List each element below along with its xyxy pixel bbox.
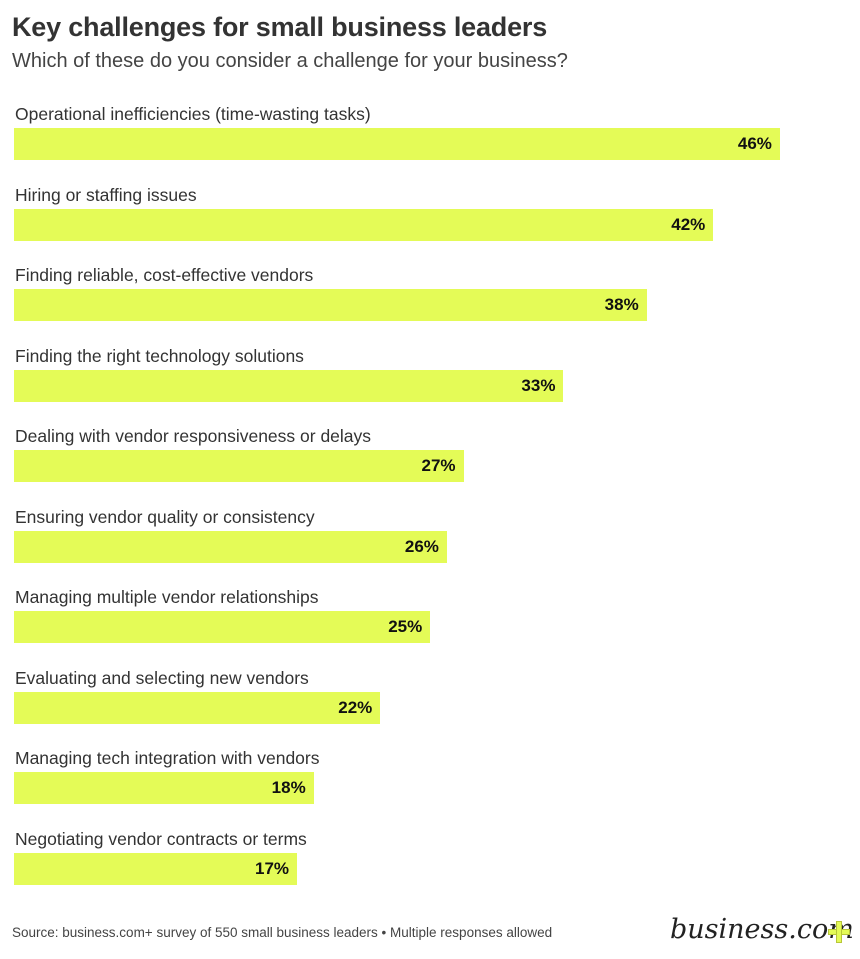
category-label: Finding reliable, cost-effective vendors: [15, 265, 314, 285]
bar-row: Finding reliable, cost-effective vendors…: [14, 265, 854, 346]
category-label: Managing tech integration with vendors: [15, 748, 320, 768]
bar-chart: Operational inefficiencies (time-wasting…: [14, 104, 854, 909]
bar-row: Evaluating and selecting new vendors 22%: [14, 668, 854, 749]
bar-row: Managing multiple vendor relationships 25…: [14, 587, 854, 668]
category-label: Evaluating and selecting new vendors: [15, 667, 309, 688]
value-label: 25%: [388, 617, 423, 636]
bar: 25%: [14, 611, 431, 643]
bar: 22%: [14, 691, 381, 724]
bar-row: Negotiating vendor contracts or terms 17%: [14, 829, 854, 910]
value-label: 17%: [255, 858, 290, 878]
bar-row: Dealing with vendor responsiveness or de…: [14, 426, 854, 507]
bar-row: Managing tech integration with vendors 18…: [14, 748, 854, 829]
chart-title: Key challenges for small business leader…: [12, 12, 548, 42]
bar-row: Operational inefficiencies (time-wasting…: [14, 104, 854, 185]
bar: 18%: [14, 772, 314, 804]
bar: 38%: [14, 289, 647, 321]
category-label: Managing multiple vendor relationships: [15, 587, 319, 607]
bar: 17%: [14, 852, 298, 885]
bar: 42%: [14, 208, 714, 241]
category-label: Hiring or staffing issues: [15, 184, 197, 205]
value-label: 46%: [737, 134, 772, 153]
bar: 46%: [14, 128, 780, 160]
category-label: Dealing with vendor responsiveness or de…: [15, 426, 372, 446]
category-label: Negotiating vendor contracts or terms: [15, 828, 307, 849]
chart-subtitle: Which of these do you consider a challen…: [12, 50, 568, 72]
value-label: 26%: [404, 536, 439, 556]
brand-logo: business.com: [670, 914, 854, 945]
value-label: 22%: [338, 697, 373, 717]
value-label: 27%: [421, 456, 456, 475]
source-note: Source: business.com+ survey of 550 smal…: [12, 925, 553, 940]
category-label: Finding the right technology solutions: [15, 345, 304, 366]
bar-row: Ensuring vendor quality or consistency 26…: [14, 507, 854, 588]
value-label: 42%: [671, 214, 706, 234]
bar-row: Finding the right technology solutions 33…: [14, 346, 854, 427]
plus-icon: [828, 921, 850, 943]
category-label: Ensuring vendor quality or consistency: [15, 506, 315, 527]
value-label: 38%: [604, 295, 639, 314]
bar-row: Hiring or staffing issues 42%: [14, 185, 854, 266]
bar: 26%: [14, 530, 447, 563]
category-label: Operational inefficiencies (time-wasting…: [15, 104, 371, 124]
bar: 33%: [14, 369, 564, 402]
value-label: 33%: [521, 375, 556, 395]
bar: 27%: [14, 450, 464, 482]
value-label: 18%: [271, 778, 306, 797]
